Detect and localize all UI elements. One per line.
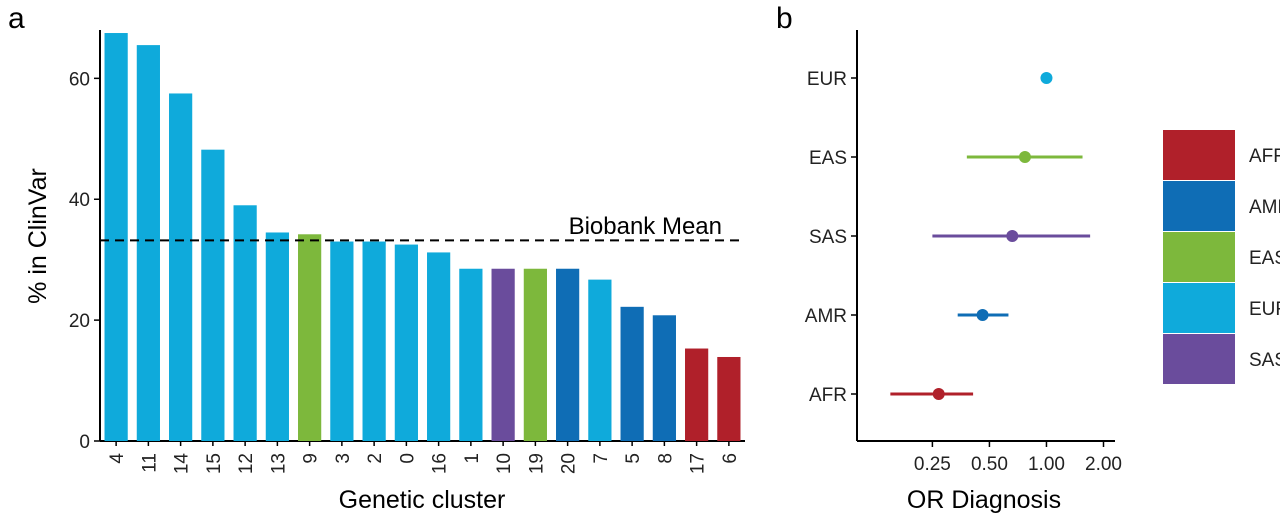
bar-cluster-20	[556, 268, 580, 441]
bar-cluster-8	[652, 315, 676, 441]
x-tick-label: 5	[623, 453, 644, 464]
x-tick-label: 19	[526, 453, 547, 474]
bar-cluster-11	[136, 45, 160, 442]
bar-cluster-0	[394, 244, 418, 441]
legend-label-eur: EUR	[1249, 299, 1280, 320]
group-tick-label: EUR	[807, 69, 847, 90]
legend-swatch-amr	[1163, 181, 1235, 231]
bar-cluster-17	[685, 348, 709, 441]
x-tick-label: 9	[301, 453, 322, 464]
group-tick-label: AFR	[809, 385, 847, 406]
forest-plot-panel: 0.25 0.50 1.00 2.00 EUR EAS SAS AMR AFR	[805, 30, 1122, 475]
panel-a-letter: a	[8, 2, 25, 35]
or-point-eur	[1040, 72, 1053, 84]
legend-label-sas: SAS	[1249, 350, 1280, 371]
bar-cluster-19	[523, 268, 547, 441]
bar-cluster-6	[717, 356, 741, 441]
x-tick-label: 6	[720, 453, 741, 464]
bar-cluster-5	[620, 306, 644, 441]
bar-chart-y-axis-title: % in ClinVar	[24, 168, 52, 304]
panel-b-letter: b	[776, 2, 793, 35]
or-point-sas	[1006, 230, 1019, 242]
bar-cluster-4	[104, 33, 128, 441]
bar-cluster-14	[169, 93, 193, 442]
or-tick-label: 2.00	[1085, 454, 1122, 475]
x-tick-label: 12	[236, 453, 257, 474]
x-tick-label: 15	[204, 453, 225, 474]
or-point-amr	[976, 309, 989, 321]
legend-swatch-eur	[1163, 283, 1235, 333]
or-point-afr	[932, 388, 945, 400]
bar-cluster-16	[427, 252, 451, 441]
y-tick-label: 0	[79, 432, 90, 453]
x-tick-label: 7	[591, 453, 612, 464]
or-tick-label: 0.25	[914, 454, 951, 475]
x-tick-label: 10	[494, 453, 515, 474]
legend-label-eas: EAS	[1249, 248, 1280, 269]
x-tick-label: 17	[688, 453, 709, 474]
x-tick-label: 2	[365, 453, 386, 464]
x-tick-label: 8	[655, 453, 676, 464]
bar-cluster-10	[491, 268, 515, 441]
legend-swatch-eas	[1163, 232, 1235, 282]
biobank-mean-label: Biobank Mean	[569, 213, 722, 240]
bar-cluster-3	[330, 241, 354, 441]
forest-plot-x-axis-title: OR Diagnosis	[907, 486, 1061, 514]
x-tick-label: 11	[139, 453, 160, 473]
bar-chart-x-axis-title: Genetic cluster	[339, 486, 506, 514]
y-tick-label: 40	[69, 190, 90, 211]
bar-cluster-12	[233, 205, 257, 441]
group-tick-label: SAS	[809, 227, 847, 248]
or-tick-label: 0.50	[971, 454, 1008, 475]
legend-label-afr: AFR	[1249, 146, 1280, 167]
legend-label-amr: AMR	[1249, 197, 1280, 218]
bar-cluster-15	[201, 149, 225, 441]
x-tick-label: 1	[462, 453, 483, 464]
or-tick-label: 1.00	[1028, 454, 1065, 475]
x-tick-label: 14	[172, 453, 193, 475]
y-tick-label: 60	[69, 69, 90, 90]
bar-cluster-7	[588, 279, 612, 441]
bar-cluster-13	[265, 232, 289, 441]
group-tick-label: AMR	[805, 306, 847, 327]
or-point-eas	[1018, 151, 1031, 163]
legend-swatch-sas	[1163, 334, 1235, 384]
x-tick-label: 3	[333, 453, 354, 464]
bar-cluster-1	[459, 268, 483, 441]
x-tick-label: 0	[397, 453, 418, 464]
legend: AFR AMR EAS EUR SAS	[1163, 130, 1280, 384]
y-tick-label: 20	[69, 311, 90, 332]
bar-cluster-2	[362, 241, 386, 441]
x-tick-label: 16	[430, 453, 451, 474]
legend-swatch-afr	[1163, 130, 1235, 180]
x-tick-label: 20	[559, 453, 580, 474]
group-tick-label: EAS	[809, 148, 847, 169]
x-tick-label: 13	[268, 453, 289, 474]
x-tick-label: 4	[107, 453, 128, 464]
bar-cluster-9	[298, 234, 322, 441]
